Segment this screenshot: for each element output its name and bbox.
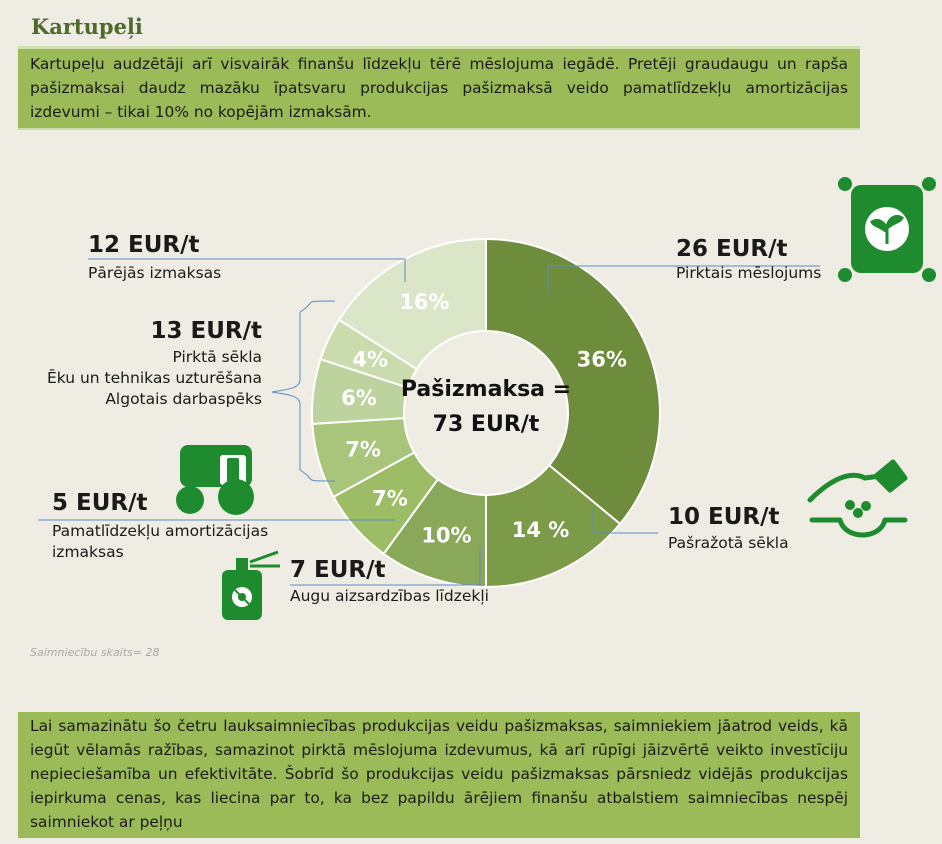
fertilizer-bag-icon — [838, 177, 936, 282]
group-13-value: 13 EUR/t — [150, 318, 262, 344]
other-value: 12 EUR/t — [88, 232, 200, 258]
intro-text: Kartupeļu audzētāji arī visvairāk finanš… — [30, 55, 848, 121]
seed-hand-icon — [807, 459, 908, 538]
leader-line-own-seed — [592, 510, 658, 534]
amortization-value: 5 EUR/t — [52, 490, 148, 516]
bracket-13-eur — [271, 300, 336, 482]
callout-plant-protection: 7 EUR/t Augu aizsardzības līdzekļi — [290, 557, 489, 605]
own-seed-value: 10 EUR/t — [668, 504, 780, 530]
callout-other: 12 EUR/t Pārējās izmaksas — [88, 232, 221, 282]
leader-line-plant-protection — [290, 545, 481, 586]
leader-lines — [38, 258, 820, 586]
amortization-label-line1: Pamatlīdzekļu amortizācijas — [52, 522, 269, 540]
amortization-label-line2: izmaksas — [52, 543, 124, 561]
center-label: Pašizmaksa = 73 EUR/t — [401, 377, 571, 437]
callout-own-seed: 10 EUR/t Pašražotā sēkla — [668, 504, 789, 552]
conclusion-text: Lai samazinātu šo četru lauksaimniecības… — [30, 717, 848, 831]
slice-percent-label-4: 7% — [345, 438, 381, 462]
leader-line-fertilizer — [547, 265, 820, 295]
callout-fertilizer: 26 EUR/t Pirktais mēslojums — [676, 236, 821, 282]
slice-percent-label-3: 7% — [372, 487, 408, 511]
slice-percent-label-2: 10% — [421, 524, 471, 548]
slice-percent-label-5: 6% — [341, 386, 377, 410]
sample-size-note: Saimniecību skaits= 28 — [30, 646, 160, 659]
slice-percent-label-0: 36% — [577, 348, 627, 372]
purchased-seed-label: Pirktā sēkla — [172, 348, 262, 366]
center-label-line1: Pašizmaksa = — [401, 377, 571, 402]
slice-percent-labels: 36% 14 % 10% 7% 7% 6% 4% 16% — [341, 290, 627, 548]
own-seed-label: Pašražotā sēkla — [668, 534, 789, 552]
hired-labour-label: Algotais darbaspēks — [105, 390, 262, 408]
slice-percent-label-1: 14 % — [512, 518, 570, 542]
fertilizer-value: 26 EUR/t — [676, 236, 788, 262]
slice-percent-label-6: 4% — [352, 348, 388, 372]
cost-donut-chart: Pašizmaksa = 73 EUR/t 36% 14 % 10% 7% 7% 6% 4%… — [38, 177, 936, 620]
conclusion-box: Lai samazinātu šo četru lauksaimniecības… — [18, 712, 860, 838]
tractor-icon — [176, 445, 254, 515]
callout-amortization: 5 EUR/t Pamatlīdzekļu amortizācijas izma… — [52, 490, 268, 561]
fertilizer-label: Pirktais mēslojums — [676, 264, 822, 282]
center-label-line2: 73 EUR/t — [433, 412, 540, 437]
plant-protection-label: Augu aizsardzības līdzekļi — [290, 587, 489, 605]
other-label: Pārējās izmaksas — [88, 264, 222, 282]
donut-slice-7 — [337, 237, 487, 371]
donut-slices — [311, 237, 661, 589]
intro-box: Kartupeļu audzētāji arī visvairāk finanš… — [18, 49, 860, 128]
spray-bottle-icon — [222, 550, 280, 620]
callout-13-eur: 13 EUR/t Pirktā sēkla Ēku un tehnikas uz… — [47, 318, 262, 408]
donut-slice-0 — [485, 237, 661, 526]
leader-line-other — [88, 258, 406, 282]
page-title: Kartupeļi — [31, 14, 143, 39]
maintenance-label: Ēku un tehnikas uzturēšana — [46, 369, 262, 387]
slice-percent-label-7: 16% — [399, 290, 449, 314]
title-underline — [18, 46, 860, 49]
plant-protection-value: 7 EUR/t — [290, 557, 386, 583]
intro-box-shadow — [18, 128, 860, 130]
